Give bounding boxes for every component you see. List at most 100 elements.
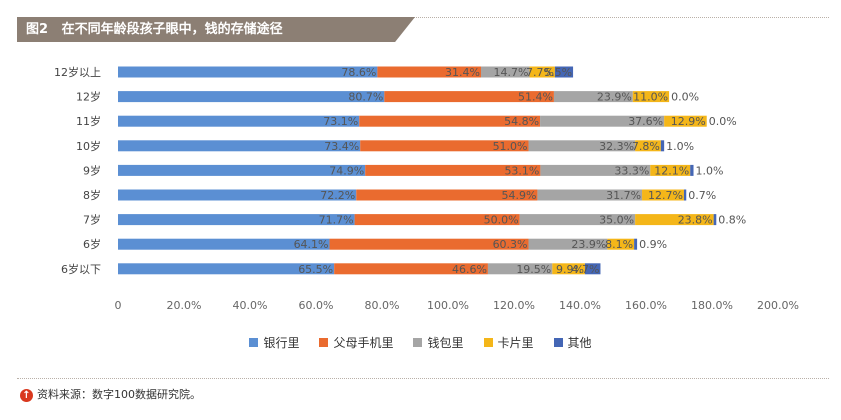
data-label: 8.1% xyxy=(605,238,633,251)
header-banner xyxy=(17,17,415,42)
x-tick-label: 200.0% xyxy=(757,299,799,312)
data-label: 54.8% xyxy=(504,115,539,128)
data-label: 0.0% xyxy=(671,91,699,104)
bar-segment-4 xyxy=(552,263,585,275)
data-label: 35.0% xyxy=(599,214,634,227)
data-label: 9.9% xyxy=(556,263,584,276)
legend-label: 钱包里 xyxy=(427,335,464,350)
legend-item: 钱包里 xyxy=(413,334,464,351)
bar-segment-4 xyxy=(664,115,707,127)
data-label: 50.0% xyxy=(484,214,519,227)
stacked-bar-chart: 78.6% 31.4% 14.7%7.7%5.5%80.7% 51.4% 23.9% 11… xyxy=(54,65,799,312)
data-label: 31.7% xyxy=(606,189,641,202)
legend-item: 卡片里 xyxy=(483,334,534,351)
data-label: 78.6% xyxy=(341,66,376,79)
bar-segment-3 xyxy=(537,189,643,201)
bar-segment-5 xyxy=(690,164,694,176)
category-label: 12岁 xyxy=(76,90,101,104)
figure-title-text: 在不同年龄段孩子眼中，钱的存储途径 xyxy=(61,22,283,37)
header-rule xyxy=(17,17,829,19)
bar-segment-1 xyxy=(118,91,385,103)
data-label: 37.6% xyxy=(628,115,663,128)
data-label: 74.9% xyxy=(329,164,364,177)
category-label: 7岁 xyxy=(83,213,101,227)
data-label: 19.5% xyxy=(516,263,551,276)
footer-rule xyxy=(17,378,829,380)
legend-item: 父母手机里 xyxy=(319,334,393,351)
data-label: 0.7% xyxy=(688,189,716,202)
up-arrow-circle-icon: ↑ xyxy=(20,388,33,402)
bar-segment-1 xyxy=(118,189,357,201)
bar-segment-5 xyxy=(660,140,665,152)
data-label: 23.9% xyxy=(571,238,606,251)
source-note: ↑ 资料来源：数字100数据研究院。 xyxy=(20,386,201,404)
legend-item: 其他 xyxy=(553,334,592,351)
data-label: 14.7% xyxy=(494,66,529,79)
data-label: 5.5% xyxy=(544,66,572,79)
legend-item: 银行里 xyxy=(249,334,299,351)
data-labels-layer: 78.6% 31.4% 14.7%7.7%5.5%80.7% 51.4% 23.9% 11… xyxy=(294,66,747,276)
bar-segment-5 xyxy=(634,238,638,250)
category-label: 6岁 xyxy=(83,237,101,251)
bar-segment-2 xyxy=(384,91,554,103)
x-tick-label: 100.0% xyxy=(427,299,469,312)
category-label: 9岁 xyxy=(83,163,101,177)
bar-segment-4 xyxy=(635,214,714,226)
data-label: 7.7% xyxy=(526,66,554,79)
data-label: 12.7% xyxy=(648,189,683,202)
data-label: 31.4% xyxy=(445,66,480,79)
bar-segment-2 xyxy=(377,66,481,78)
data-label: 54.9% xyxy=(501,189,536,202)
data-label: 80.7% xyxy=(348,91,383,104)
bar-segment-5 xyxy=(713,214,717,226)
bar-segment-3 xyxy=(540,164,651,176)
bar-segment-2 xyxy=(360,140,529,152)
data-label: 0.0% xyxy=(709,115,737,128)
category-label: 10岁 xyxy=(76,139,101,153)
legend-swatch xyxy=(553,337,563,347)
x-tick-label: 120.0% xyxy=(493,299,535,312)
bar-segment-1 xyxy=(118,115,360,127)
bars-layer xyxy=(118,66,717,275)
bar-segment-2 xyxy=(354,214,520,226)
x-tick-label: 60.0% xyxy=(299,299,334,312)
bar-segment-2 xyxy=(359,115,541,127)
data-label: 1.0% xyxy=(696,164,724,177)
legend-label: 卡片里 xyxy=(497,335,534,350)
data-label: 23.8% xyxy=(678,214,713,227)
bar-segment-5 xyxy=(584,263,601,275)
data-label: 32.3% xyxy=(599,140,634,153)
bar-segment-1 xyxy=(118,164,366,176)
data-label: 46.6% xyxy=(452,263,487,276)
data-label: 7.8% xyxy=(632,140,660,153)
legend: 银行里 父母手机里 钱包里 卡片里 其他 xyxy=(0,333,841,351)
legend-swatch xyxy=(413,337,423,347)
bar-segment-4 xyxy=(632,91,670,103)
bar-segment-2 xyxy=(334,263,488,275)
category-label: 6岁以下 xyxy=(61,262,101,276)
bar-segment-3 xyxy=(540,115,665,127)
category-label: 12岁以上 xyxy=(54,65,101,79)
bar-segment-4 xyxy=(607,238,635,250)
category-label: 8岁 xyxy=(83,188,101,202)
legend-swatch xyxy=(319,337,329,347)
data-label: 51.4% xyxy=(518,91,553,104)
data-label: 53.1% xyxy=(504,164,539,177)
x-tick-label: 40.0% xyxy=(233,299,268,312)
data-label: 71.7% xyxy=(319,214,354,227)
x-tick-label: 160.0% xyxy=(625,299,667,312)
data-label: 33.3% xyxy=(614,164,649,177)
bar-segment-3 xyxy=(528,238,608,250)
data-label: 0.8% xyxy=(718,214,746,227)
legend-label: 其他 xyxy=(567,335,592,350)
figure-number: 图2 xyxy=(26,22,49,37)
bar-segment-1 xyxy=(118,214,355,226)
data-label: 0.9% xyxy=(639,238,667,251)
data-label: 1.0% xyxy=(666,140,694,153)
data-label: 60.3% xyxy=(493,238,528,251)
data-label: 72.2% xyxy=(320,189,355,202)
bar-segment-1 xyxy=(118,238,330,250)
x-tick-label: 140.0% xyxy=(559,299,601,312)
x-tick-label: 180.0% xyxy=(691,299,733,312)
figure-title: 图2 在不同年龄段孩子眼中，钱的存储途径 xyxy=(26,20,283,40)
